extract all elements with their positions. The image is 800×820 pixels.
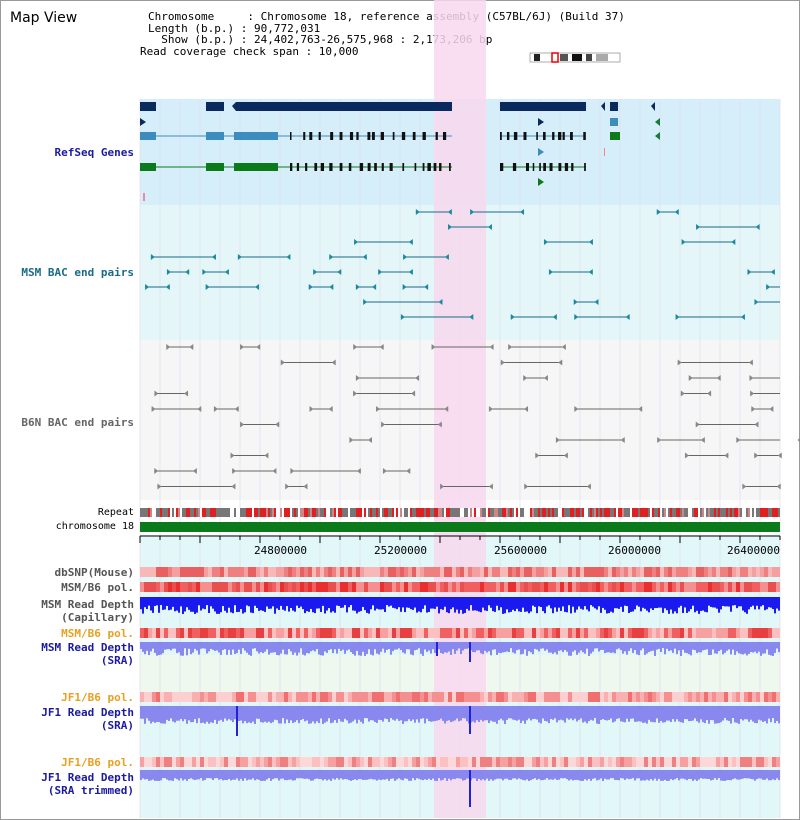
refseq-genes[interactable] xyxy=(140,102,660,201)
info-length: Length (b.p.) : 90,772,031 xyxy=(148,21,321,35)
tick-label: 26400000 xyxy=(727,544,780,557)
chromosome-bar[interactable] xyxy=(140,522,780,532)
tick-label: 25600000 xyxy=(494,544,547,557)
track-label-msm-depth-capillary[interactable]: MSM Read Depth xyxy=(41,598,134,611)
track-label-jf1-sra: (SRA) xyxy=(100,719,134,732)
chromosome-info: Chromosome : Chromosome 18, reference as… xyxy=(140,11,625,57)
info-coverage-span: Read coverage check span : 10,000 xyxy=(140,44,359,58)
track-label-refseq[interactable]: RefSeq Genes xyxy=(54,146,134,159)
page-title: Map View xyxy=(10,10,78,26)
track-label-jf1-depth-sra[interactable]: JF1 Read Depth xyxy=(41,706,134,719)
track-label-jf1-depth-trimmed[interactable]: JF1 Read Depth xyxy=(41,771,134,784)
heat-strips[interactable] xyxy=(140,567,780,767)
track-label-jf1-b6-pol-2[interactable]: JF1/B6 pol. xyxy=(61,756,134,769)
msm-bac-end-pairs[interactable] xyxy=(145,209,800,320)
track-label-msm-bac[interactable]: MSM BAC end pairs xyxy=(21,266,134,279)
track-label-jf1-b6-pol[interactable]: JF1/B6 pol. xyxy=(61,691,134,704)
position-axis: 24800000 25200000 25600000 26000000 2640… xyxy=(139,535,781,557)
track-label-sra-trimmed: (SRA trimmed) xyxy=(47,784,134,797)
tick-label: 25200000 xyxy=(374,544,427,557)
track-label-b6n-bac[interactable]: B6N BAC end pairs xyxy=(21,416,134,429)
b6n-bac-end-pairs[interactable] xyxy=(151,344,800,490)
read-depth-plots[interactable] xyxy=(140,597,780,807)
track-label-msm-depth-sra[interactable]: MSM Read Depth xyxy=(41,641,134,654)
tick-label: 24800000 xyxy=(254,544,307,557)
chromosome-ideogram[interactable] xyxy=(529,52,621,63)
track-label-capillary: (Capillary) xyxy=(61,611,134,624)
track-label-msm-b6-pol-2[interactable]: MSM/B6 pol. xyxy=(61,627,134,640)
track-label-dbsnp[interactable]: dbSNP(Mouse) xyxy=(54,566,134,579)
track-label-sra: (SRA) xyxy=(100,654,134,667)
track-label-msm-b6-pol[interactable]: MSM/B6 pol. xyxy=(61,581,134,594)
tick-label: 26000000 xyxy=(608,544,661,557)
repeat-track[interactable] xyxy=(140,508,780,517)
track-label-repeat: Repeat xyxy=(97,507,134,518)
track-label-chromosome: chromosome 18 xyxy=(55,521,134,532)
